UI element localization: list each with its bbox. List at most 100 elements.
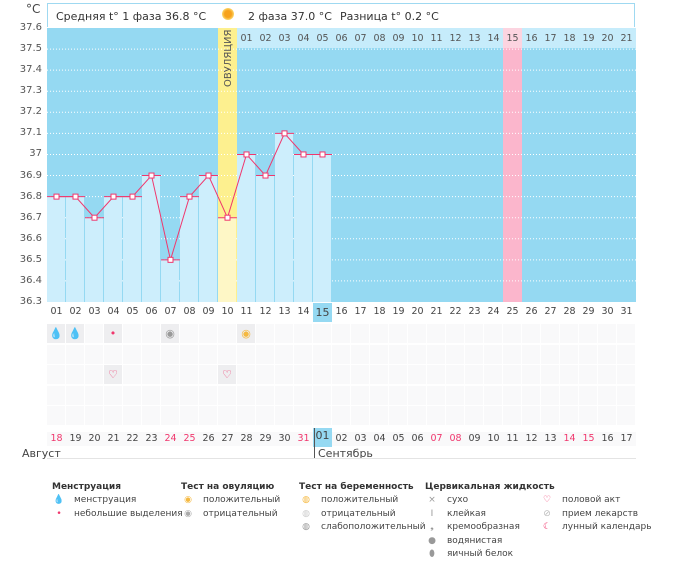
day-label[interactable]: 03 bbox=[88, 306, 101, 317]
temperature-point[interactable] bbox=[205, 172, 212, 179]
light-spotting-icon[interactable]: • bbox=[104, 324, 122, 343]
event-cell[interactable] bbox=[408, 406, 426, 425]
calendar-date[interactable]: 04 bbox=[370, 432, 389, 446]
event-cell[interactable] bbox=[66, 385, 84, 405]
event-cell[interactable] bbox=[522, 324, 540, 343]
event-cell[interactable] bbox=[294, 406, 312, 425]
event-cell[interactable] bbox=[427, 406, 445, 425]
event-cell[interactable] bbox=[351, 406, 369, 425]
event-cell[interactable] bbox=[47, 385, 65, 405]
event-cell[interactable] bbox=[47, 344, 65, 364]
event-cell[interactable] bbox=[123, 406, 141, 425]
event-cell[interactable] bbox=[47, 365, 65, 384]
event-cell[interactable] bbox=[484, 324, 502, 343]
event-cell[interactable] bbox=[465, 344, 483, 364]
event-cell[interactable] bbox=[142, 385, 160, 405]
event-cell[interactable] bbox=[142, 324, 160, 343]
day-label[interactable]: 01 bbox=[50, 306, 63, 317]
calendar-date[interactable]: 25 bbox=[180, 432, 199, 446]
day-label[interactable]: 25 bbox=[506, 306, 519, 317]
day-label[interactable]: 29 bbox=[582, 306, 595, 317]
event-cell[interactable] bbox=[560, 365, 578, 384]
temperature-point[interactable] bbox=[224, 214, 231, 221]
calendar-date[interactable]: 14 bbox=[560, 432, 579, 446]
menstruation-icon[interactable]: 💧 bbox=[47, 324, 65, 343]
calendar-date[interactable]: 22 bbox=[123, 432, 142, 446]
event-cell[interactable] bbox=[85, 365, 103, 384]
event-cell[interactable] bbox=[560, 406, 578, 425]
event-cell[interactable] bbox=[446, 344, 464, 364]
calendar-date[interactable]: 26 bbox=[199, 432, 218, 446]
event-cell[interactable] bbox=[199, 324, 217, 343]
event-cell[interactable] bbox=[427, 324, 445, 343]
event-cell[interactable] bbox=[123, 344, 141, 364]
event-cell[interactable] bbox=[66, 344, 84, 364]
event-cell[interactable] bbox=[66, 406, 84, 425]
event-cell[interactable] bbox=[180, 344, 198, 364]
heart-icon[interactable]: ♡ bbox=[104, 365, 122, 384]
event-cell[interactable] bbox=[142, 344, 160, 364]
day-label[interactable]: 23 bbox=[468, 306, 481, 317]
temperature-point[interactable] bbox=[72, 193, 79, 200]
event-cell[interactable] bbox=[313, 406, 331, 425]
event-cell[interactable] bbox=[256, 365, 274, 384]
day-label[interactable]: 21 bbox=[430, 306, 443, 317]
event-cell[interactable] bbox=[522, 406, 540, 425]
calendar-date[interactable]: 01 bbox=[313, 428, 332, 447]
day-label[interactable]: 08 bbox=[183, 306, 196, 317]
event-cell[interactable] bbox=[579, 406, 597, 425]
day-label[interactable]: 19 bbox=[392, 306, 405, 317]
event-cell[interactable] bbox=[503, 385, 521, 405]
event-cell[interactable] bbox=[199, 344, 217, 364]
event-cell[interactable] bbox=[142, 406, 160, 425]
event-cell[interactable] bbox=[237, 365, 255, 384]
event-cell[interactable] bbox=[218, 324, 236, 343]
event-cell[interactable] bbox=[465, 365, 483, 384]
event-cell[interactable] bbox=[275, 385, 293, 405]
event-cell[interactable] bbox=[275, 365, 293, 384]
event-cell[interactable] bbox=[294, 344, 312, 364]
event-cell[interactable] bbox=[617, 365, 635, 384]
event-cell[interactable] bbox=[199, 385, 217, 405]
event-cell[interactable] bbox=[294, 324, 312, 343]
event-cell[interactable] bbox=[161, 385, 179, 405]
calendar-date[interactable]: 28 bbox=[237, 432, 256, 446]
day-label[interactable]: 02 bbox=[69, 306, 82, 317]
event-cell[interactable] bbox=[370, 365, 388, 384]
event-cell[interactable] bbox=[484, 365, 502, 384]
calendar-date[interactable]: 20 bbox=[85, 432, 104, 446]
event-cell[interactable] bbox=[579, 385, 597, 405]
event-cell[interactable] bbox=[313, 324, 331, 343]
calendar-date[interactable]: 05 bbox=[389, 432, 408, 446]
ovulation-test-negative-icon[interactable]: ◉ bbox=[161, 324, 179, 343]
temperature-point[interactable] bbox=[300, 151, 307, 158]
event-cell[interactable] bbox=[256, 385, 274, 405]
event-cell[interactable] bbox=[332, 344, 350, 364]
event-cell[interactable] bbox=[446, 406, 464, 425]
day-label[interactable]: 26 bbox=[525, 306, 538, 317]
day-label[interactable]: 05 bbox=[126, 306, 139, 317]
event-cell[interactable] bbox=[275, 344, 293, 364]
event-cell[interactable] bbox=[256, 324, 274, 343]
event-cell[interactable] bbox=[85, 406, 103, 425]
calendar-date[interactable]: 03 bbox=[351, 432, 370, 446]
event-cell[interactable] bbox=[389, 365, 407, 384]
event-cell[interactable] bbox=[598, 344, 616, 364]
event-cell[interactable] bbox=[427, 365, 445, 384]
event-cell[interactable] bbox=[541, 385, 559, 405]
event-cell[interactable] bbox=[199, 406, 217, 425]
event-cell[interactable] bbox=[161, 344, 179, 364]
event-cell[interactable] bbox=[180, 385, 198, 405]
event-cell[interactable] bbox=[294, 385, 312, 405]
temperature-point[interactable] bbox=[91, 214, 98, 221]
event-cell[interactable] bbox=[598, 406, 616, 425]
calendar-date[interactable]: 02 bbox=[332, 432, 351, 446]
menstruation-icon[interactable]: 💧 bbox=[66, 324, 84, 343]
event-cell[interactable] bbox=[427, 344, 445, 364]
day-label[interactable]: 28 bbox=[563, 306, 576, 317]
event-cell[interactable] bbox=[617, 406, 635, 425]
event-cell[interactable] bbox=[541, 406, 559, 425]
calendar-date[interactable]: 24 bbox=[161, 432, 180, 446]
calendar-date[interactable]: 17 bbox=[617, 432, 636, 446]
day-label[interactable]: 10 bbox=[221, 306, 234, 317]
